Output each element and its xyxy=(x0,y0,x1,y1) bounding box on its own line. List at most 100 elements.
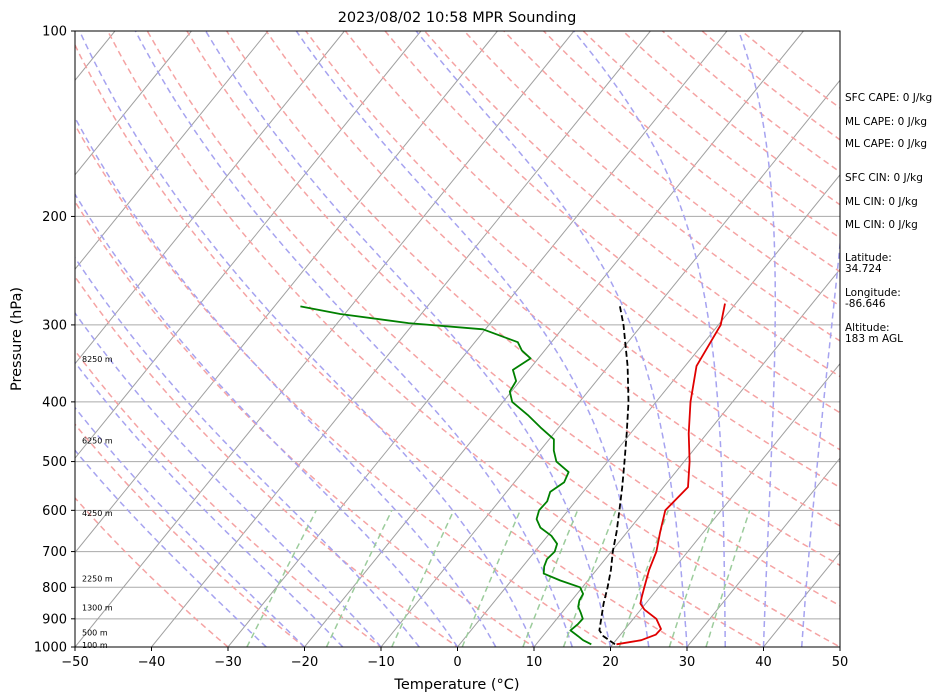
dry-adiabat-line xyxy=(75,123,612,647)
dry-adiabat-line xyxy=(107,31,766,647)
mixing-ratio-line xyxy=(618,510,670,647)
y-tick-label: 800 xyxy=(42,581,67,596)
profile-lines xyxy=(300,303,726,646)
mixing-ratio-line xyxy=(562,510,617,647)
isotherm-line xyxy=(151,31,651,647)
isotherm-line xyxy=(227,31,728,647)
moist-adiabat-line xyxy=(573,31,727,647)
sounding-parameters-panel: SFC CAPE: 0 J/kg ML CAPE: 0 J/kg ML CAPE… xyxy=(845,0,947,700)
y-tick-label: 900 xyxy=(42,612,67,627)
y-axis-title: Pressure (hPa) xyxy=(9,287,25,391)
dry-adiabat-line xyxy=(503,31,840,307)
height-label: 1300 m xyxy=(82,604,113,613)
ml-cin-readout: ML CIN: 0 J/kg xyxy=(845,196,918,208)
x-tick-label: −10 xyxy=(367,655,394,670)
latitude-value: 34.724 xyxy=(845,263,882,275)
height-label: 4250 m xyxy=(82,509,113,518)
isotherm-line xyxy=(75,31,269,271)
dry-adiabat-line xyxy=(225,31,840,567)
isotherm-line xyxy=(75,31,345,365)
moist-adiabat-line xyxy=(78,31,535,647)
dry-adiabat-line xyxy=(265,31,840,527)
x-tick-label: 30 xyxy=(679,655,696,670)
x-tick-label: 50 xyxy=(832,655,849,670)
moist-adiabat-line xyxy=(737,31,777,647)
dry-adiabat-line xyxy=(75,496,230,647)
y-tick-label: 1000 xyxy=(34,641,67,656)
y-tick-label: 400 xyxy=(42,395,67,410)
ml-cape-readout: ML CAPE: 0 J/kg xyxy=(845,138,928,150)
dry-adiabat-line xyxy=(186,31,840,607)
altitude-value: 183 m AGL xyxy=(845,333,903,345)
altitude-label: Altitude: xyxy=(845,322,890,334)
height-label: 100 m xyxy=(82,641,108,650)
height-labels: 100 m 500 m 1300 m 2250 m 4250 m 6250 m 8250 m xyxy=(82,355,113,650)
moist-adiabat-line xyxy=(205,31,612,647)
dry-adiabat-line xyxy=(344,31,840,451)
isotherm-line xyxy=(380,79,840,647)
x-tick-label: 40 xyxy=(755,655,772,670)
moist-adiabat-line xyxy=(801,237,840,647)
mixing-ratio-line xyxy=(391,509,455,647)
y-tick-label: 300 xyxy=(42,318,67,333)
y-tick-label: 500 xyxy=(42,455,67,470)
height-label: 2250 m xyxy=(82,574,113,583)
mixing-ratio-line xyxy=(705,510,751,647)
dry-adiabat-line xyxy=(75,423,306,647)
latitude-label: Latitude: xyxy=(845,252,892,264)
dry-adiabat-line xyxy=(75,275,459,647)
y-tick-label: 600 xyxy=(42,504,67,519)
isotherm-line xyxy=(686,457,840,647)
dry-adiabat-line xyxy=(463,31,840,342)
height-label: 8250 m xyxy=(82,355,113,364)
x-tick-label: 0 xyxy=(453,655,461,670)
background-grid xyxy=(75,31,840,647)
isotherm-line xyxy=(610,362,840,647)
isotherm-line xyxy=(75,31,192,176)
y-tick-label: 200 xyxy=(42,210,67,225)
moist-adiabat-line xyxy=(75,449,267,647)
moist-adiabat-line xyxy=(75,406,306,647)
mixing-ratio-line xyxy=(522,510,579,647)
moist-adiabat-line xyxy=(75,361,344,647)
dewpoint-profile-line xyxy=(300,305,592,646)
isotherm-line xyxy=(533,268,840,647)
mixing-ratio-line xyxy=(668,510,717,647)
longitude-value: -86.646 xyxy=(845,298,886,310)
mixing-ratio-line xyxy=(325,509,393,647)
moist-adiabat-line xyxy=(295,31,650,647)
chart-title: 2023/08/02 10:58 MPR Sounding xyxy=(338,10,577,26)
x-axis-title: Temperature (°C) xyxy=(393,677,519,693)
ml-cin-readout: ML CIN: 0 J/kg xyxy=(845,219,918,231)
moist-adiabat-line xyxy=(75,192,459,647)
height-label: 500 m xyxy=(82,628,108,637)
longitude-label: Longitude: xyxy=(845,287,901,299)
ml-cape-readout: ML CAPE: 0 J/kg xyxy=(845,116,928,128)
x-tick-label: −30 xyxy=(214,655,241,670)
dry-adiabat-line xyxy=(305,31,840,489)
x-tick-label: 10 xyxy=(526,655,543,670)
isotherm-line xyxy=(75,31,575,647)
moist-adiabat-line xyxy=(75,311,382,647)
x-tick-label: −40 xyxy=(138,655,165,670)
y-tick-label: 700 xyxy=(42,545,67,560)
dry-adiabat-line xyxy=(146,31,840,647)
isotherm-line xyxy=(75,31,422,459)
dry-adiabat-line xyxy=(75,43,689,647)
isotherm-line xyxy=(75,31,498,554)
mixing-ratio-line xyxy=(246,509,317,647)
x-tick-label: −50 xyxy=(61,655,88,670)
isotherm-line xyxy=(457,173,840,647)
moist-adiabat-line xyxy=(75,116,497,647)
height-label: 6250 m xyxy=(82,436,113,445)
sfc-cape-readout: SFC CAPE: 0 J/kg xyxy=(845,92,933,104)
y-tick-label: 100 xyxy=(42,25,67,40)
x-tick-label: 20 xyxy=(602,655,619,670)
axes: −50 −40 −30 −20 −10 0 10 20 30 40 50 1000 900 800 700 6… xyxy=(34,25,848,671)
dry-adiabat-line xyxy=(75,200,536,647)
isotherm-line xyxy=(304,31,804,647)
x-tick-label: −20 xyxy=(291,655,318,670)
sfc-cin-readout: SFC CIN: 0 J/kg xyxy=(845,172,923,184)
